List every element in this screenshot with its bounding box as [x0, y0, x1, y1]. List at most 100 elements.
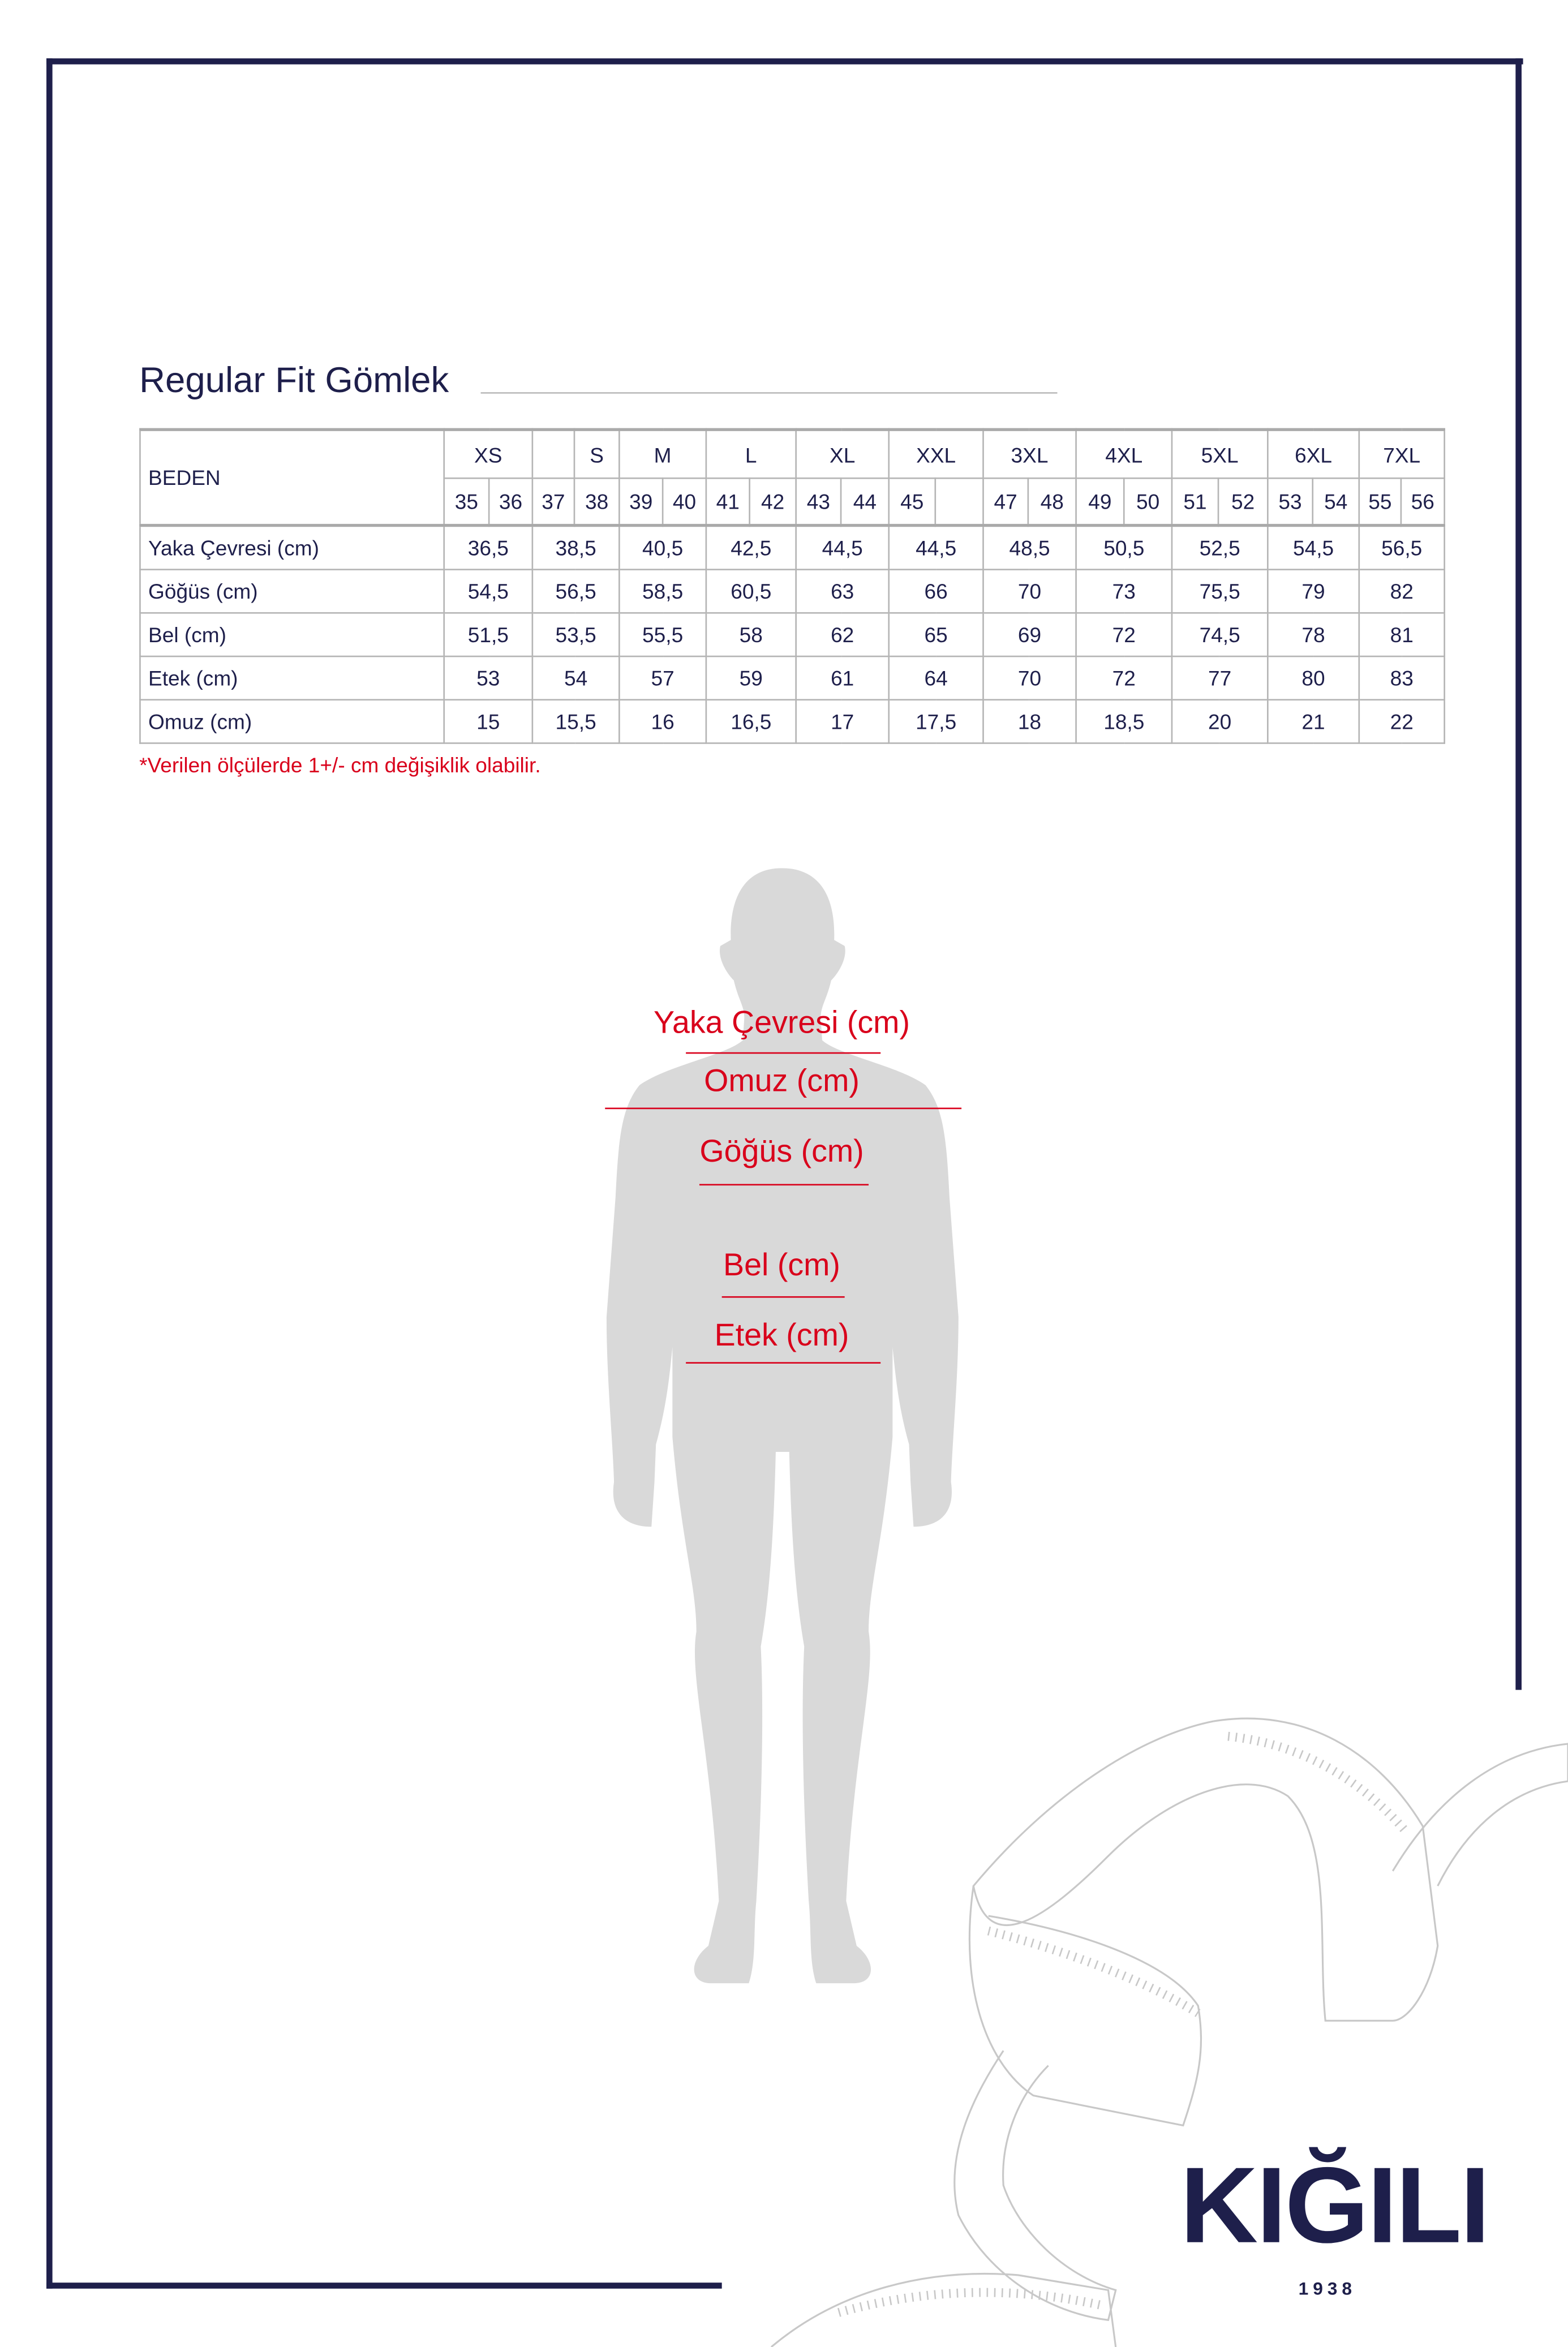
- sub-size: 55: [1358, 477, 1402, 526]
- sub-size: 50: [1123, 477, 1173, 526]
- brand-logo: KIĞILI: [1180, 2146, 1490, 2267]
- table-cell: 15: [443, 699, 534, 744]
- brand-year: 1938: [1298, 2278, 1357, 2299]
- table-cell: 57: [618, 655, 707, 701]
- table-cell: 79: [1267, 569, 1360, 614]
- label-waist: Bel (cm): [723, 1248, 840, 1283]
- table-cell: 18: [982, 699, 1077, 744]
- table-cell: 66: [888, 569, 984, 614]
- table-cell: 50,5: [1075, 525, 1173, 570]
- table-cell: 60,5: [705, 569, 797, 614]
- table-cell: 17: [795, 699, 890, 744]
- size-group: 6XL: [1267, 428, 1360, 479]
- size-header-row: BEDEN XS S M L XL XXL 3XL 4XL 5XL 6XL 7XL: [139, 428, 1445, 526]
- table-cell: 54,5: [443, 569, 534, 614]
- sub-size: 56: [1400, 477, 1445, 526]
- table-cell: 54,5: [1267, 525, 1360, 570]
- table-cell: 40,5: [618, 525, 707, 570]
- sub-size: 54: [1312, 477, 1360, 526]
- table-cell: 63: [795, 569, 890, 614]
- label-neck: Yaka Çevresi (cm): [654, 1005, 910, 1041]
- table-cell: 81: [1358, 612, 1445, 657]
- table-cell: 83: [1358, 655, 1445, 701]
- frame-left: [46, 58, 53, 2289]
- line-chest: [699, 1184, 869, 1186]
- sub-size: 40: [661, 477, 707, 526]
- table-cell: 44,5: [795, 525, 890, 570]
- table-cell: 61: [795, 655, 890, 701]
- table-cell: 78: [1267, 612, 1360, 657]
- sub-size: 53: [1267, 477, 1314, 526]
- size-group: XS: [443, 428, 534, 479]
- label-hem: Etek (cm): [714, 1318, 849, 1353]
- row-label: Yaka Çevresi (cm): [139, 525, 445, 570]
- size-group: 3XL: [982, 428, 1077, 479]
- table-cell: 53: [443, 655, 534, 701]
- size-group: L: [705, 428, 797, 479]
- table-cell: 17,5: [888, 699, 984, 744]
- row-label: Bel (cm): [139, 612, 445, 657]
- table-cell: 80: [1267, 655, 1360, 701]
- table-row: Göğüs (cm) 54,5 56,5 58,5 60,5 63 66 70 73 75,5 79…: [139, 569, 1445, 614]
- sub-size: 42: [749, 477, 797, 526]
- table-row: Bel (cm) 51,5 53,5 55,5 58 62 65 69 72 74,5 78 81: [139, 612, 1445, 657]
- header-label: BEDEN: [139, 428, 445, 526]
- table-cell: 58: [705, 612, 797, 657]
- row-label: Etek (cm): [139, 655, 445, 701]
- sub-size-row: 35 36 37 38 39 40 41 42 43 44 45 47 48 49 50 51 52 53 54 55…: [140, 477, 1445, 526]
- table-cell: 64: [888, 655, 984, 701]
- sub-size: 37: [531, 477, 575, 526]
- line-neck: [686, 1052, 881, 1054]
- table-row: Yaka Çevresi (cm) 36,5 38,5 40,5 42,5 44,5 44,…: [139, 525, 1445, 570]
- label-chest: Göğüs (cm): [699, 1134, 864, 1170]
- sub-size: [934, 477, 984, 526]
- table-cell: 52,5: [1171, 525, 1269, 570]
- sub-size: 41: [705, 477, 750, 526]
- sub-size: 47: [982, 477, 1029, 526]
- sub-size: 51: [1171, 477, 1219, 526]
- table-cell: 42,5: [705, 525, 797, 570]
- size-group: 4XL: [1075, 428, 1173, 479]
- sub-size: 39: [618, 477, 664, 526]
- table-cell: 21: [1267, 699, 1360, 744]
- sub-size: 49: [1075, 477, 1125, 526]
- size-group: XL: [795, 428, 890, 479]
- sub-size: 35: [443, 477, 490, 526]
- size-table: BEDEN XS S M L XL XXL 3XL 4XL 5XL 6XL 7XL 35 36 37 38 39…: [139, 428, 1445, 744]
- table-cell: 72: [1075, 612, 1173, 657]
- title-divider: [480, 392, 1058, 394]
- table-cell: 75,5: [1171, 569, 1269, 614]
- row-label: Göğüs (cm): [139, 569, 445, 614]
- table-row: Omuz (cm) 15 15,5 16 16,5 17 17,5 18 18,5 20 21 22: [139, 699, 1445, 744]
- table-cell: 36,5: [443, 525, 534, 570]
- table-cell: 69: [982, 612, 1077, 657]
- table-cell: 22: [1358, 699, 1445, 744]
- sub-size: 43: [795, 477, 842, 526]
- table-cell: 74,5: [1171, 612, 1269, 657]
- table-cell: 51,5: [443, 612, 534, 657]
- size-group: S: [573, 428, 620, 479]
- table-row: Etek (cm) 53 54 57 59 61 64 70 72 77 80 83: [139, 655, 1445, 701]
- table-cell: 73: [1075, 569, 1173, 614]
- size-group: M: [618, 428, 707, 479]
- table-cell: 70: [982, 569, 1077, 614]
- sub-size: 48: [1027, 477, 1077, 526]
- sub-size: 44: [840, 477, 890, 526]
- sub-size: 45: [888, 477, 936, 526]
- row-label: Omuz (cm): [139, 699, 445, 744]
- table-cell: 72: [1075, 655, 1173, 701]
- sub-size: 52: [1217, 477, 1269, 526]
- line-hem: [686, 1362, 881, 1364]
- table-cell: 58,5: [618, 569, 707, 614]
- frame-bottom: [46, 2282, 722, 2289]
- table-cell: 62: [795, 612, 890, 657]
- size-group: 7XL: [1358, 428, 1445, 479]
- table-cell: 55,5: [618, 612, 707, 657]
- table-cell: 65: [888, 612, 984, 657]
- table-cell: 16,5: [705, 699, 797, 744]
- table-cell: 82: [1358, 569, 1445, 614]
- table-cell: 54: [531, 655, 620, 701]
- table-cell: 56,5: [1358, 525, 1445, 570]
